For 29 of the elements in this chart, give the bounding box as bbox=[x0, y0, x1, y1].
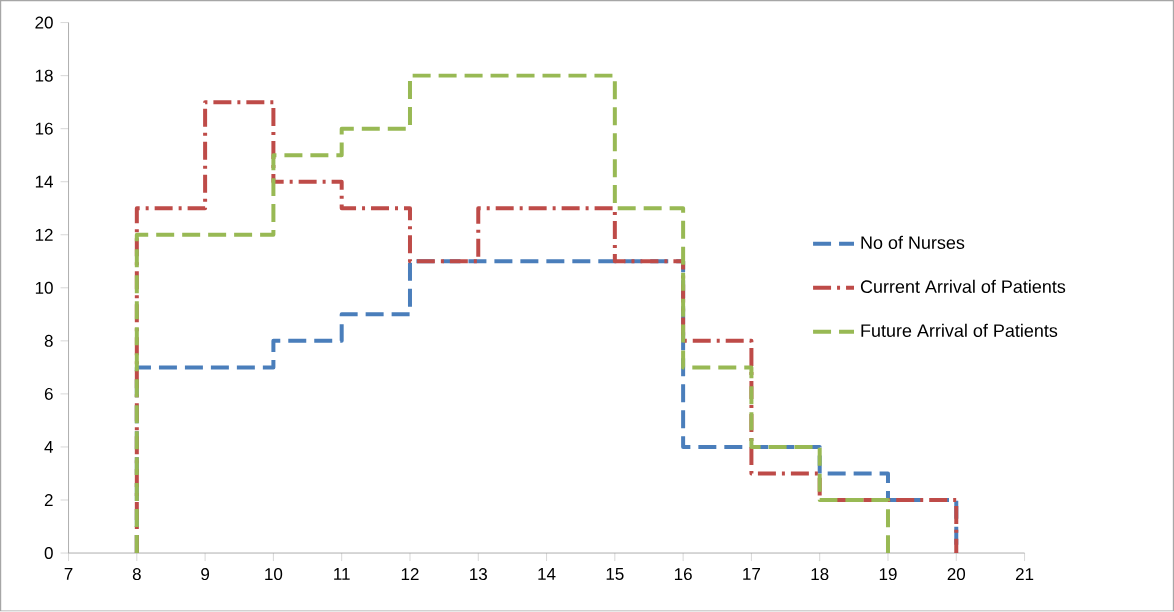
y-tick-label: 10 bbox=[35, 282, 53, 295]
x-tick-label: 11 bbox=[334, 568, 350, 580]
x-tick-label: 16 bbox=[674, 568, 692, 581]
y-tick-label: 8 bbox=[44, 335, 53, 348]
y-tick-label: 16 bbox=[35, 122, 53, 135]
x-tick-label: 19 bbox=[879, 568, 897, 581]
x-tick-label: 15 bbox=[606, 568, 624, 581]
y-tick-label: 6 bbox=[44, 388, 53, 401]
x-tick-label: 13 bbox=[470, 568, 487, 581]
y-tick-label: 18 bbox=[35, 69, 53, 82]
x-tick-label: 20 bbox=[947, 568, 966, 581]
x-tick-label: 12 bbox=[401, 568, 419, 581]
x-tick-label: 21 bbox=[1015, 568, 1034, 581]
y-tick-label: 12 bbox=[35, 229, 53, 241]
x-tick-label: 18 bbox=[811, 568, 829, 581]
x-tick-label: 7 bbox=[64, 568, 73, 580]
x-tick-label: 9 bbox=[201, 568, 210, 581]
y-tick-label: 14 bbox=[35, 176, 53, 188]
y-tick-label: 2 bbox=[44, 494, 53, 507]
x-tick-label: 17 bbox=[743, 568, 760, 580]
y-tick-label: 4 bbox=[44, 441, 54, 453]
x-tick-label: 14 bbox=[538, 568, 556, 580]
y-tick-label: 20 bbox=[35, 16, 53, 29]
x-tick-label: 10 bbox=[265, 568, 283, 581]
y-tick-label: 0 bbox=[44, 547, 53, 560]
legend-label: Future Arrival of Patients bbox=[861, 323, 1058, 338]
legend-label: No of Nurses bbox=[861, 236, 965, 250]
legend-label: Current Arrival of Patients bbox=[860, 279, 1066, 294]
x-tick-label: 8 bbox=[132, 568, 141, 581]
